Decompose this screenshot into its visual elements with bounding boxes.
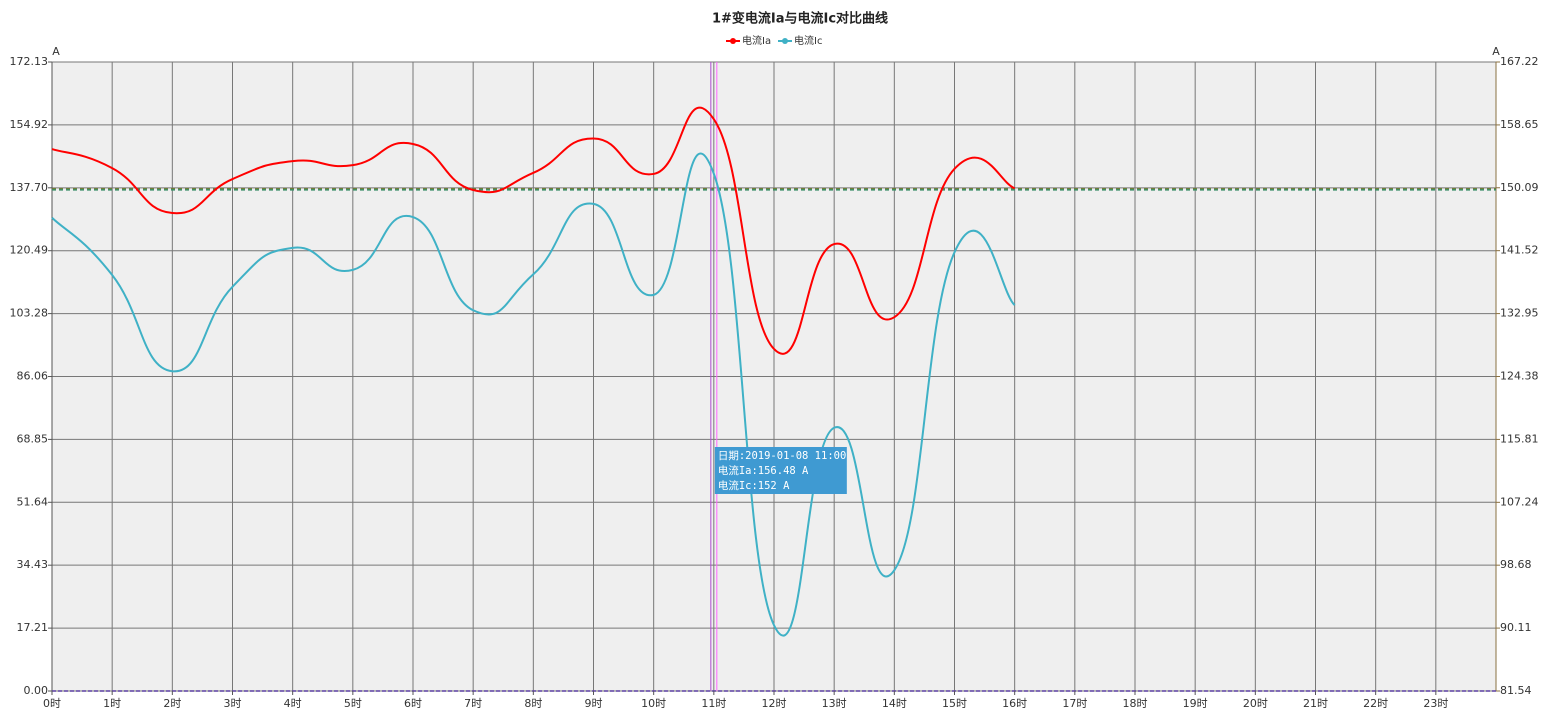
y2-tick-label: 107.24 <box>1500 495 1539 508</box>
chart-title: 1#变电流Ia与电流Ic对比曲线 <box>712 11 888 27</box>
y2-tick-label: 158.65 <box>1500 118 1539 131</box>
x-tick-label: 15时 <box>942 697 967 710</box>
x-tick-label: 10时 <box>641 697 666 710</box>
y-tick-label: 17.21 <box>17 621 49 634</box>
x-tick-label: 21时 <box>1303 697 1328 710</box>
x-tick-label: 22时 <box>1363 697 1388 710</box>
y2-tick-label: 81.54 <box>1500 684 1532 697</box>
legend-label: 电流Ic <box>794 34 822 47</box>
tooltip-line: 电流Ia:156.48 A <box>718 464 809 477</box>
x-tick-label: 12时 <box>762 697 787 710</box>
y-tick-label: 34.43 <box>17 558 49 571</box>
y-tick-label: 120.49 <box>10 244 49 257</box>
tooltip: 日期:2019-01-08 11:00 电流Ia:156.48 A 电流Ic:152… <box>714 447 847 494</box>
x-tick-label: 16时 <box>1002 697 1027 710</box>
y-tick-label: 51.64 <box>17 495 49 508</box>
x-tick-label: 23时 <box>1423 697 1448 710</box>
y2-tick-label: 90.11 <box>1500 621 1532 634</box>
y2-tick-label: 132.95 <box>1500 307 1539 320</box>
y-tick-label: 68.85 <box>17 432 49 445</box>
y-axis-label: A <box>52 45 60 58</box>
x-tick-label: 20时 <box>1243 697 1268 710</box>
x-tick-label: 11时 <box>701 697 726 710</box>
series-line <box>51 106 1016 355</box>
y2-tick-label: 124.38 <box>1500 370 1539 383</box>
x-tick-label: 17时 <box>1062 697 1087 710</box>
x-tick-label: 8时 <box>524 697 542 710</box>
x-tick-label: 5时 <box>344 697 362 710</box>
tooltip-line: 电流Ic:152 A <box>718 479 790 492</box>
y2-tick-label: 150.09 <box>1500 181 1539 194</box>
legend-label: 电流Ia <box>742 34 771 47</box>
x-tick-label: 14时 <box>882 697 907 710</box>
y2-axis-label: A <box>1492 45 1500 58</box>
tooltip-box <box>714 447 847 494</box>
x-tick-label: 7时 <box>464 697 482 710</box>
y2-tick-label: 141.52 <box>1500 244 1539 257</box>
y-tick-label: 103.28 <box>10 307 49 320</box>
series-line <box>51 152 1016 637</box>
y-tick-label: 137.70 <box>10 181 49 194</box>
legend-swatch <box>782 38 788 44</box>
x-tick-label: 13时 <box>822 697 847 710</box>
y2-tick-label: 115.81 <box>1500 432 1539 445</box>
y-tick-label: 172.13 <box>10 55 49 68</box>
x-tick-label: 18时 <box>1123 697 1148 710</box>
y2-tick-label: 167.22 <box>1500 55 1539 68</box>
y-tick-label: 0.00 <box>24 684 49 697</box>
tooltip-line: 日期:2019-01-08 11:00 <box>718 450 846 462</box>
x-tick-label: 2时 <box>163 697 181 710</box>
y-tick-label: 86.06 <box>17 370 49 383</box>
x-tick-label: 0时 <box>43 697 61 710</box>
x-tick-label: 3时 <box>224 697 242 710</box>
x-tick-label: 9时 <box>585 697 603 710</box>
x-tick-label: 19时 <box>1183 697 1208 710</box>
legend-swatch <box>730 38 736 44</box>
x-tick-label: 6时 <box>404 697 422 710</box>
x-tick-label: 1时 <box>103 697 121 710</box>
y2-tick-label: 98.68 <box>1500 558 1532 571</box>
y-tick-label: 154.92 <box>10 118 49 131</box>
x-tick-label: 4时 <box>284 697 302 710</box>
